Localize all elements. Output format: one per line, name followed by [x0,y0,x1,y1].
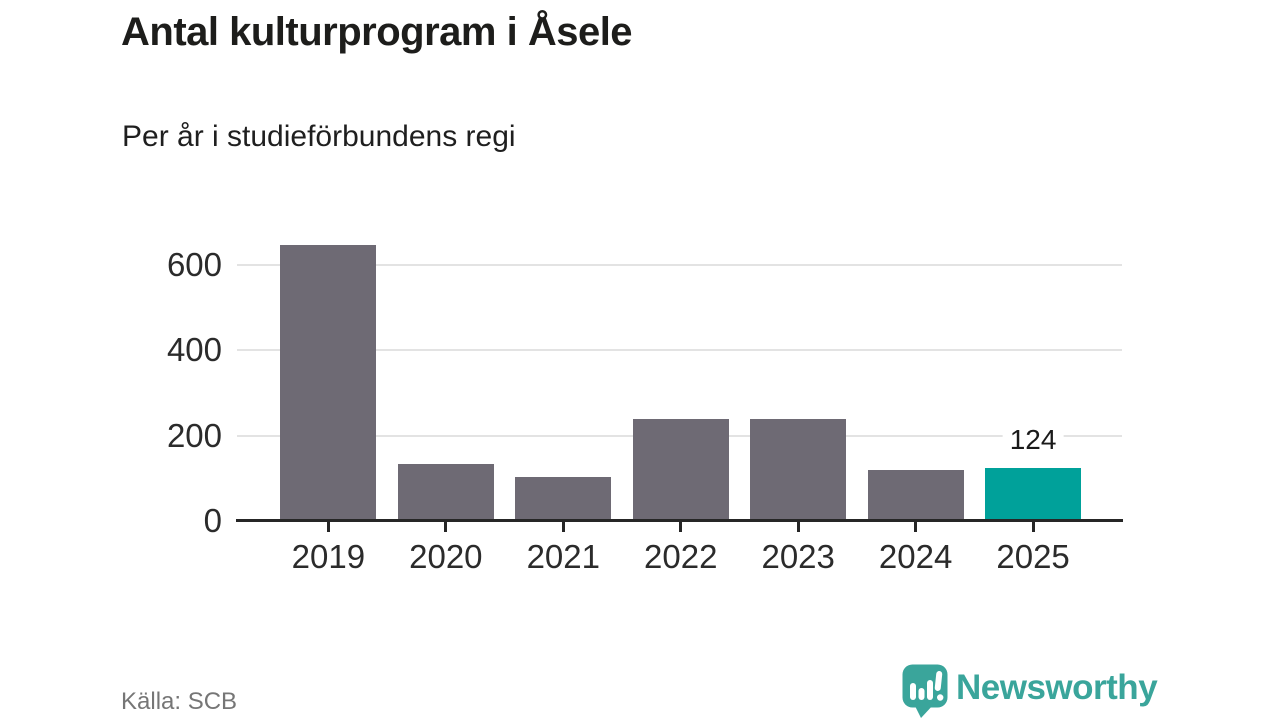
y-axis-label-600: 600 [166,246,222,283]
x-axis-label-2023: 2023 [761,538,835,575]
bar-2019 [280,244,377,521]
gridline-600 [237,264,1122,266]
page-title: Antal kulturprogram i Åsele [121,10,633,54]
y-axis-label-0: 0 [203,502,222,539]
bar-value-label: 124 [1002,424,1064,457]
x-axis-label-2019: 2019 [291,538,366,575]
bar-2025 [985,468,1082,521]
x-axis-label-2022: 2022 [644,538,718,575]
x-axis-tick-2025 [1031,522,1035,532]
x-axis-line [236,519,1123,522]
x-axis-tick-2019 [326,522,330,532]
y-axis-label-400: 400 [166,331,222,369]
bar-2022 [632,418,729,521]
x-axis-tick-2020 [444,522,448,532]
x-axis-tick-2022 [679,522,683,532]
bar-2023 [750,419,847,521]
source-note: Källa: SCB [121,688,238,715]
bar-2021 [515,477,612,521]
bar-2020 [397,463,494,521]
x-axis-tick-2021 [561,522,565,532]
y-axis-label-200: 200 [166,416,222,454]
bar-2024 [867,469,964,521]
x-axis-label-2024: 2024 [878,538,953,575]
page-subtitle: Per år i studieförbundens regi [122,120,516,153]
x-axis-label-2020: 2020 [409,538,483,575]
x-axis-tick-2023 [796,522,800,532]
gridline-400 [237,349,1122,352]
x-axis-label-2021: 2021 [526,538,600,575]
x-axis-tick-2024 [914,522,918,532]
x-axis-label-2025: 2025 [996,538,1070,575]
